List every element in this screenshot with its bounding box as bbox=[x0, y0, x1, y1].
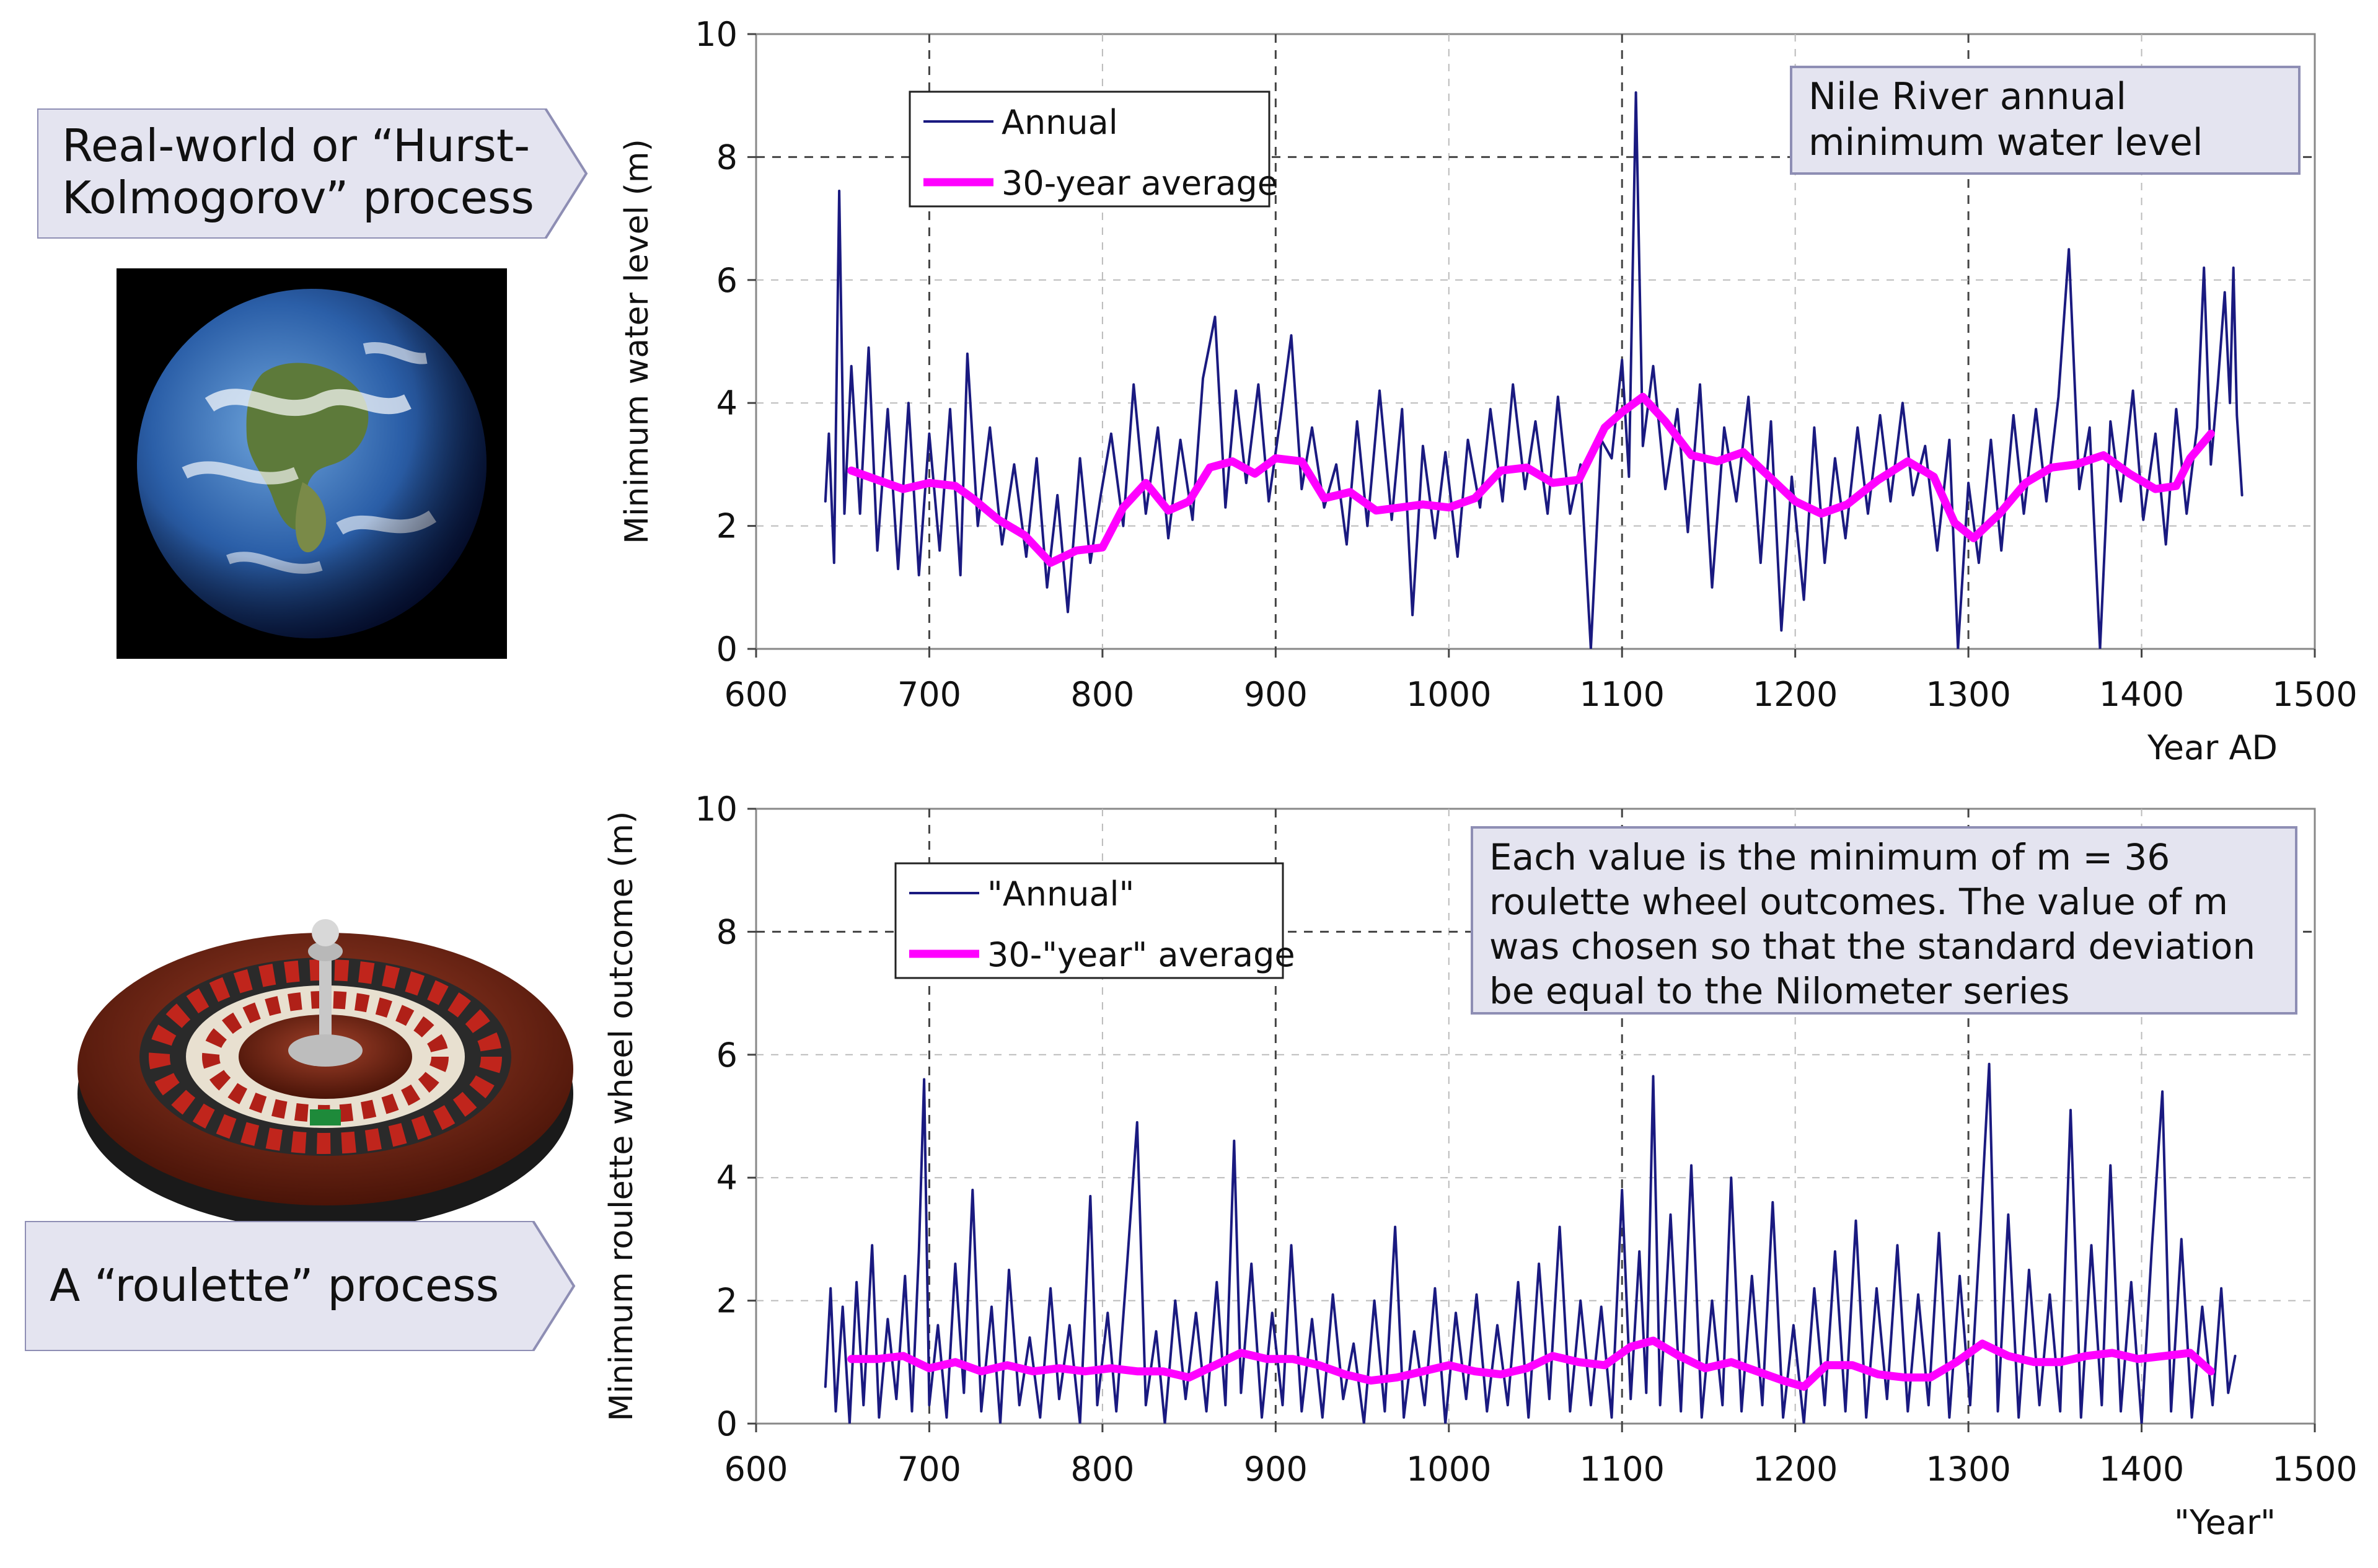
x-tick-label: 1300 bbox=[1926, 675, 2010, 714]
series-line-average bbox=[847, 1336, 2215, 1391]
annotation-line: minimum water level bbox=[1808, 121, 2203, 164]
roulette-process-label: A “roulette” process bbox=[25, 1221, 576, 1351]
legend-box bbox=[909, 90, 1270, 208]
annotation-line: Each value is the minimum of m = 36 bbox=[1489, 836, 2170, 878]
legend-label: "Annual" bbox=[987, 874, 1134, 914]
x-tick-label: 1100 bbox=[1580, 1450, 1665, 1489]
legend-label: 30-year average bbox=[1002, 164, 1278, 203]
annotation-box bbox=[1790, 66, 2301, 175]
x-tick-label: 1200 bbox=[1753, 1450, 1838, 1489]
y-tick-label: 2 bbox=[716, 1282, 738, 1321]
x-axis-label: Year AD bbox=[2147, 728, 2278, 767]
nile-chart: 600 700 800 900 1000 1100 1200 1300 1400 1500 0 2 4 6… bbox=[619, 15, 2358, 767]
y-tick-label: 2 bbox=[716, 507, 738, 546]
earth-globe-image bbox=[117, 268, 507, 659]
hurst-panel: Real-world or “Hurst- Kolmogorov” proces… bbox=[37, 15, 2358, 767]
x-tick-label: 1500 bbox=[2272, 1450, 2357, 1489]
label-arrow-shape bbox=[37, 108, 588, 239]
y-tick-label: 10 bbox=[695, 790, 738, 829]
y-tick-label: 6 bbox=[716, 1036, 738, 1075]
series-line-annual bbox=[824, 91, 2244, 649]
x-tick-label: 1300 bbox=[1926, 1450, 2010, 1489]
roulette-chart: 600 700 800 900 1000 1100 1200 1300 1400 1500 0 2 4 6… bbox=[603, 790, 2358, 1542]
x-tick-label: 1200 bbox=[1753, 675, 1838, 714]
y-axis-label: Minimum water level (m) bbox=[619, 139, 656, 544]
annotation-line: was chosen so that the standard deviatio… bbox=[1489, 925, 2255, 967]
x-tick-label: 900 bbox=[1244, 1450, 1308, 1489]
earth-globe-icon bbox=[117, 268, 507, 659]
hurst-process-label: Real-world or “Hurst- Kolmogorov” proces… bbox=[37, 108, 589, 239]
x-tick-label: 800 bbox=[1070, 1450, 1134, 1489]
x-tick-label: 1000 bbox=[1406, 1450, 1491, 1489]
roulette-wheel-image bbox=[68, 871, 583, 1249]
x-tick-label: 1100 bbox=[1580, 675, 1665, 714]
x-tick-label: 1400 bbox=[2099, 1450, 2184, 1489]
legend-box bbox=[894, 862, 1284, 979]
label-arrow-shape-2 bbox=[25, 1221, 576, 1351]
roulette-wheel-icon bbox=[77, 919, 573, 1230]
x-tick-label: 600 bbox=[724, 675, 788, 714]
annotation-line: roulette wheel outcomes. The value of m bbox=[1489, 881, 2228, 923]
x-tick-label: 1000 bbox=[1406, 675, 1491, 714]
annotation-box bbox=[1471, 826, 2297, 1015]
hurst-label-line-2: Kolmogorov” process bbox=[62, 172, 534, 224]
roulette-panel: A “roulette” process 600 700 800 900 1000 110… bbox=[0, 784, 2378, 1568]
x-tick-label: 600 bbox=[724, 1450, 788, 1489]
x-tick-label: 700 bbox=[897, 675, 961, 714]
y-tick-label: 6 bbox=[716, 261, 738, 300]
hurst-label-line-1: Real-world or “Hurst- bbox=[62, 120, 531, 172]
x-tick-label: 1500 bbox=[2272, 675, 2357, 714]
annotation-line: Nile River annual bbox=[1808, 75, 2126, 118]
roulette-label-line-1: A “roulette” process bbox=[50, 1259, 500, 1311]
y-tick-label: 0 bbox=[716, 1404, 738, 1443]
y-tick-label: 8 bbox=[716, 138, 738, 177]
legend-label: 30-"year" average bbox=[987, 935, 1295, 974]
y-axis-label: Minimum roulette wheel outcome (m) bbox=[603, 811, 640, 1422]
x-tick-label: 800 bbox=[1070, 675, 1134, 714]
y-tick-label: 0 bbox=[716, 630, 738, 669]
y-tick-label: 8 bbox=[716, 912, 738, 951]
legend-label: Annual bbox=[1002, 103, 1118, 142]
series-line-average bbox=[847, 392, 2215, 567]
series-line-annual bbox=[824, 1062, 2237, 1424]
x-axis-label: "Year" bbox=[2174, 1503, 2276, 1542]
x-tick-label: 700 bbox=[897, 1450, 961, 1489]
x-tick-label: 900 bbox=[1244, 675, 1308, 714]
annotation-line: be equal to the Nilometer series bbox=[1489, 970, 2069, 1012]
y-tick-label: 10 bbox=[695, 15, 738, 54]
y-tick-label: 4 bbox=[716, 384, 738, 423]
x-tick-label: 1400 bbox=[2099, 675, 2184, 714]
y-tick-label: 4 bbox=[716, 1158, 738, 1197]
